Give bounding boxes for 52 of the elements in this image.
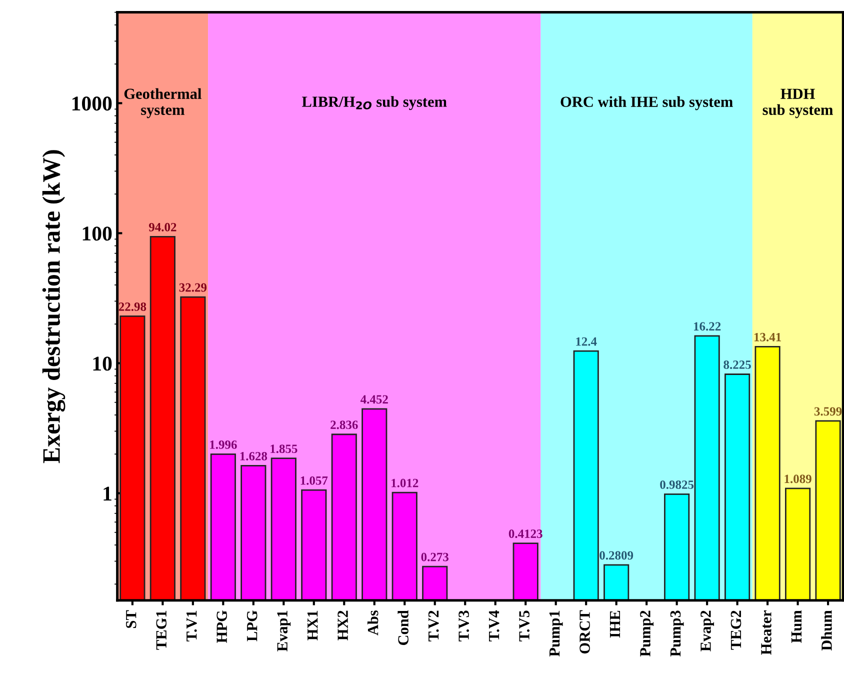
x-tick-label: TEG2 xyxy=(730,610,742,650)
x-tick-label: Pump3 xyxy=(670,610,684,657)
data-label: 0.9825 xyxy=(660,480,694,489)
x-tick-label: IHE xyxy=(610,610,620,638)
data-label: 13.41 xyxy=(754,332,781,342)
y-tick-label: 10 xyxy=(93,356,112,371)
x-tick-label: TEG1 xyxy=(156,610,167,650)
y-axis-title: Exergy destruction rate (kW) xyxy=(42,150,66,464)
data-label: 0.2809 xyxy=(600,551,634,560)
data-label: 4.452 xyxy=(360,395,388,404)
data-label: 22.98 xyxy=(118,302,146,311)
x-tick-label: T.V5 xyxy=(519,610,530,642)
x-tick-label: T.V2 xyxy=(428,610,439,642)
x-tick-label: ORCT xyxy=(580,610,590,654)
data-label: 32.29 xyxy=(179,283,207,292)
band-label: HDH sub system xyxy=(762,88,833,118)
y-tick-label: 1000 xyxy=(72,96,112,111)
x-tick-label: Cond xyxy=(398,610,408,645)
data-label: 1.012 xyxy=(392,478,418,488)
x-tick-label: LPG xyxy=(246,610,258,642)
x-tick-label: Pump1 xyxy=(549,610,563,657)
x-tick-label: ST xyxy=(126,610,136,628)
data-label: 3.599 xyxy=(814,407,842,416)
band-label: LIBR/H$_{2O}$ sub system xyxy=(302,96,447,110)
x-tick-label: Hum xyxy=(791,610,802,643)
x-tick-label: Evap1 xyxy=(277,610,291,652)
x-tick-label: Pump2 xyxy=(640,610,654,657)
x-tick-label: Evap2 xyxy=(700,610,714,652)
x-tick-label: HPG xyxy=(216,610,227,643)
x-tick-label: HX1 xyxy=(307,610,318,640)
data-label: 8.225 xyxy=(724,360,751,369)
data-label: 12.4 xyxy=(576,337,597,346)
band-label: Geothermal system xyxy=(124,88,202,118)
y-tick-label: 1 xyxy=(104,486,112,500)
x-tick-label: T.V4 xyxy=(488,610,500,642)
data-label: 1.089 xyxy=(784,474,812,484)
y-tick-label: 100 xyxy=(82,226,112,241)
data-label: 1.628 xyxy=(240,452,268,460)
x-tick-label: Abs xyxy=(367,610,378,636)
data-label: 1.855 xyxy=(270,444,298,454)
data-label: 2.836 xyxy=(330,420,358,430)
x-tick-label: T.V1 xyxy=(186,610,197,642)
x-tick-label: HX2 xyxy=(338,610,348,640)
x-tick-label: Dhum xyxy=(821,610,832,651)
data-label: 94.02 xyxy=(148,222,176,232)
data-label: 0.273 xyxy=(421,552,449,562)
x-tick-label: Heater xyxy=(761,610,772,655)
x-tick-label: T.V3 xyxy=(458,610,470,642)
band-label: ORC with IHE sub system xyxy=(560,96,733,110)
data-label: 1.057 xyxy=(300,476,328,485)
data-label: 1.996 xyxy=(210,440,237,449)
data-label: 16.22 xyxy=(694,322,721,331)
